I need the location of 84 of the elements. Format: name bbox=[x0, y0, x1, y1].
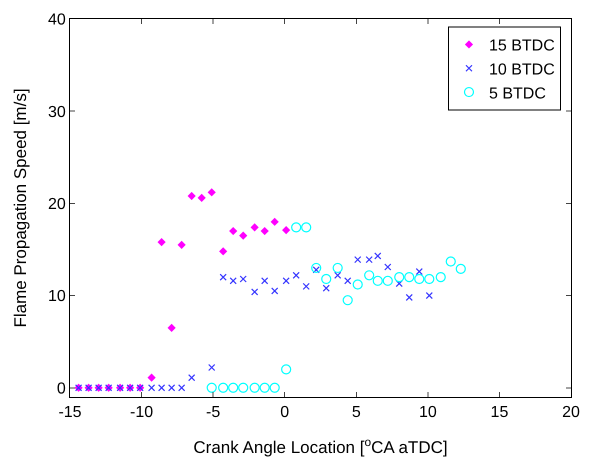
x-axis-title: Crank Angle Location [$^{o}$CA aTDC] bbox=[193, 434, 448, 457]
point bbox=[158, 384, 166, 392]
x-tick-label: -15 bbox=[58, 404, 82, 422]
x-tick-label: -10 bbox=[130, 404, 154, 422]
point bbox=[148, 384, 156, 392]
point bbox=[291, 222, 302, 232]
point bbox=[342, 295, 353, 306]
point bbox=[148, 374, 156, 382]
point bbox=[366, 256, 373, 264]
point bbox=[158, 238, 166, 246]
point bbox=[271, 287, 278, 295]
y-tick-label: 30 bbox=[48, 104, 66, 121]
point bbox=[260, 382, 270, 393]
point bbox=[364, 270, 374, 280]
point bbox=[414, 274, 424, 284]
x-tick-label: 20 bbox=[562, 404, 580, 422]
point bbox=[188, 374, 196, 382]
point bbox=[354, 256, 362, 264]
legend-label: 5 BTDC bbox=[488, 85, 546, 102]
point bbox=[251, 288, 258, 296]
point bbox=[416, 268, 423, 276]
point bbox=[344, 277, 352, 284]
point bbox=[332, 262, 343, 274]
point bbox=[426, 292, 433, 300]
point bbox=[312, 266, 320, 274]
point bbox=[270, 218, 279, 226]
point bbox=[261, 277, 268, 284]
point bbox=[436, 272, 446, 282]
legend-label: 15 BTDC bbox=[488, 38, 555, 55]
point bbox=[219, 247, 228, 256]
point bbox=[260, 227, 269, 235]
point bbox=[250, 224, 258, 232]
point bbox=[321, 274, 332, 284]
point bbox=[178, 384, 186, 392]
point bbox=[281, 364, 292, 374]
point bbox=[206, 382, 217, 393]
x-tick-label: 10 bbox=[418, 404, 437, 422]
point bbox=[406, 294, 413, 302]
point bbox=[396, 280, 403, 288]
point bbox=[239, 232, 248, 240]
x-tick-label: 15 bbox=[490, 404, 508, 422]
x-tick-label: 5 bbox=[352, 404, 361, 422]
point bbox=[301, 222, 312, 232]
point bbox=[456, 264, 466, 274]
point bbox=[240, 275, 247, 283]
y-axis-title: Flame Propagation Speed [m/s] bbox=[11, 88, 30, 328]
y-tick-label: 0 bbox=[56, 380, 66, 398]
point bbox=[382, 276, 393, 286]
point bbox=[292, 272, 300, 279]
point bbox=[168, 324, 176, 332]
point bbox=[302, 282, 310, 290]
point bbox=[384, 263, 392, 271]
point bbox=[446, 256, 456, 267]
point bbox=[394, 272, 404, 282]
point bbox=[228, 382, 238, 393]
point bbox=[334, 272, 342, 279]
point bbox=[188, 192, 196, 200]
point bbox=[352, 279, 363, 290]
y-tick-label: 40 bbox=[48, 12, 66, 29]
point bbox=[322, 284, 330, 292]
x-tick-label: -5 bbox=[206, 404, 220, 422]
point bbox=[208, 364, 216, 372]
point bbox=[218, 382, 228, 393]
point bbox=[424, 274, 434, 284]
point bbox=[229, 227, 238, 235]
point bbox=[230, 277, 237, 284]
point bbox=[178, 241, 186, 249]
point bbox=[168, 384, 176, 392]
point bbox=[198, 194, 206, 202]
point bbox=[270, 382, 280, 393]
point bbox=[250, 382, 260, 393]
point bbox=[372, 276, 383, 286]
point bbox=[374, 252, 382, 260]
point bbox=[208, 188, 216, 196]
point bbox=[238, 382, 248, 393]
point bbox=[311, 262, 322, 274]
x-tick-label: 0 bbox=[280, 404, 290, 422]
point bbox=[282, 277, 290, 284]
point bbox=[220, 274, 227, 281]
legend-label: 10 BTDC bbox=[488, 62, 555, 78]
y-tick-label: 10 bbox=[48, 288, 66, 306]
point bbox=[282, 226, 290, 234]
y-tick-label: 20 bbox=[48, 196, 66, 213]
point bbox=[404, 272, 414, 282]
